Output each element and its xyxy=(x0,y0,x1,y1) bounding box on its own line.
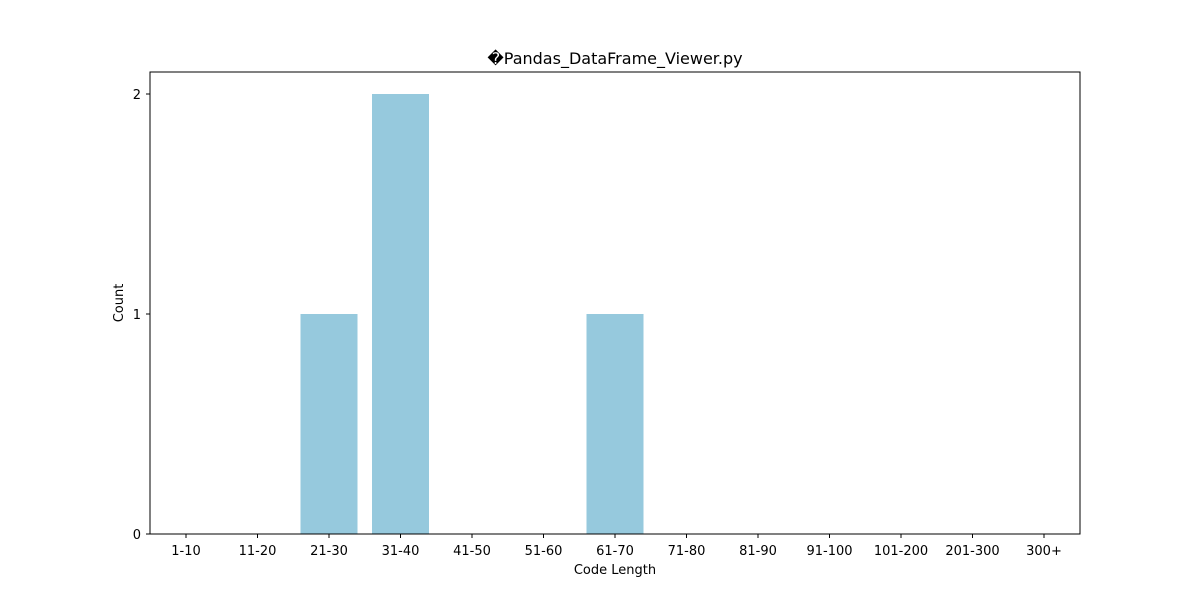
y-axis-label: Count xyxy=(112,284,127,323)
x-tick-label: 31-40 xyxy=(382,544,420,559)
bars-group xyxy=(300,94,644,534)
chart-title: �Pandas_DataFrame_Viewer.py xyxy=(487,49,742,69)
y-tick-label: 0 xyxy=(133,528,141,543)
x-tick-label: 300+ xyxy=(1026,544,1062,559)
x-tick-label: 51-60 xyxy=(525,544,563,559)
x-tick-label: 21-30 xyxy=(310,544,348,559)
x-tick-label: 71-80 xyxy=(668,544,706,559)
x-tick-label: 101-200 xyxy=(874,544,928,559)
bar-61-70 xyxy=(586,314,644,534)
y-axis-ticks: 0 1 2 xyxy=(133,88,150,543)
y-tick-label: 2 xyxy=(133,88,141,103)
x-axis-label: Code Length xyxy=(574,563,656,578)
x-tick-label: 91-100 xyxy=(806,544,852,559)
x-axis-ticks: 1-10 11-20 21-30 31-40 41-50 51-60 61-70 71-80 8… xyxy=(171,534,1062,559)
bar-31-40 xyxy=(372,94,429,534)
x-tick-label: 11-20 xyxy=(239,544,277,559)
y-tick-label: 1 xyxy=(133,308,141,323)
x-tick-label: 1-10 xyxy=(171,544,201,559)
bar-21-30 xyxy=(300,314,358,534)
x-tick-label: 61-70 xyxy=(596,544,634,559)
x-tick-label: 81-90 xyxy=(739,544,777,559)
x-tick-label: 41-50 xyxy=(453,544,491,559)
x-tick-label: 201-300 xyxy=(945,544,999,559)
